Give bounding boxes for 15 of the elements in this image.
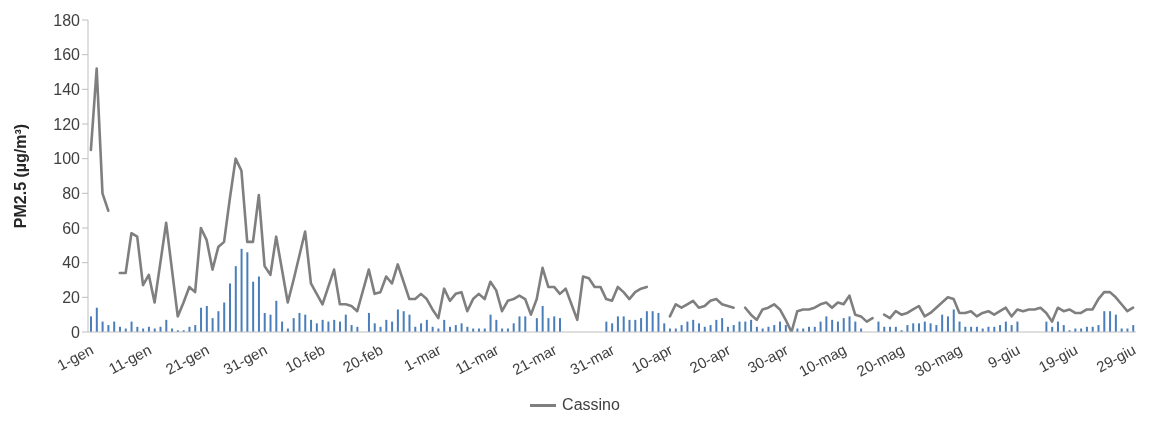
y-tick-label: 140 [53, 81, 81, 99]
y-tick-label: 120 [53, 115, 81, 133]
x-tick-label: 1-gen [54, 340, 97, 374]
y-tick-label: 80 [62, 185, 81, 203]
y-tick-label: 60 [62, 219, 81, 237]
y-tick-label: 180 [53, 11, 81, 29]
legend-label: Cassino [561, 396, 620, 414]
y-tick-label: 0 [71, 323, 81, 341]
x-tick-label: 1-mar [400, 340, 444, 375]
y-tick-label: 160 [53, 46, 81, 64]
y-tick-label: 40 [62, 254, 81, 272]
x-tick-label: 9-giu [985, 340, 1023, 372]
y-tick-label: 100 [53, 150, 81, 168]
y-axis-title: PM2.5 (µg/m³) [11, 123, 29, 229]
y-tick-label: 20 [62, 289, 81, 307]
